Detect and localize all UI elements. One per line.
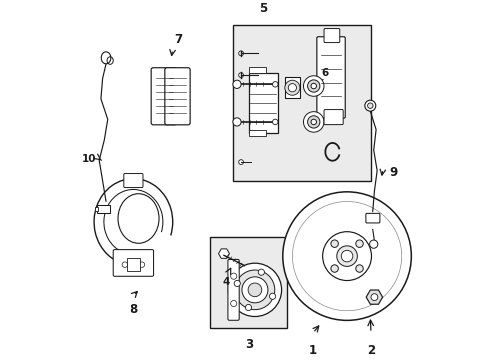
Circle shape [341, 250, 352, 262]
Circle shape [238, 160, 243, 165]
FancyBboxPatch shape [324, 109, 343, 125]
Circle shape [355, 240, 363, 247]
Circle shape [272, 119, 278, 125]
Bar [248, 67, 265, 73]
Circle shape [258, 269, 264, 275]
Circle shape [307, 116, 319, 128]
Circle shape [370, 294, 377, 301]
Circle shape [322, 232, 371, 280]
Circle shape [310, 83, 316, 89]
Circle shape [284, 80, 299, 95]
Circle shape [234, 280, 240, 287]
Circle shape [303, 76, 324, 96]
Circle shape [364, 100, 375, 111]
Circle shape [238, 73, 243, 77]
Circle shape [307, 80, 319, 92]
Circle shape [122, 262, 127, 267]
FancyBboxPatch shape [113, 249, 153, 276]
Text: 8: 8 [129, 303, 137, 316]
FancyBboxPatch shape [164, 68, 190, 125]
FancyBboxPatch shape [151, 68, 176, 125]
Circle shape [269, 293, 275, 300]
Circle shape [232, 118, 241, 126]
Circle shape [139, 262, 144, 267]
FancyBboxPatch shape [324, 28, 339, 42]
Text: 7: 7 [173, 32, 182, 45]
Bar [248, 130, 265, 136]
Circle shape [247, 283, 261, 297]
Text: 4: 4 [222, 277, 229, 287]
Circle shape [336, 246, 357, 266]
Text: 1: 1 [308, 344, 316, 357]
Circle shape [230, 273, 236, 279]
Circle shape [242, 277, 267, 303]
Bar [284, 77, 300, 98]
Circle shape [230, 301, 236, 307]
Circle shape [282, 192, 410, 320]
FancyBboxPatch shape [316, 37, 345, 118]
Circle shape [330, 240, 338, 247]
Text: 6: 6 [321, 68, 328, 78]
Circle shape [228, 263, 281, 316]
Circle shape [369, 240, 377, 248]
Text: 3: 3 [244, 338, 252, 351]
Text: 5: 5 [258, 2, 266, 15]
Circle shape [310, 119, 316, 125]
Circle shape [245, 305, 251, 311]
Circle shape [238, 51, 243, 56]
Text: 9: 9 [388, 166, 397, 179]
Circle shape [287, 84, 296, 92]
Circle shape [235, 270, 274, 310]
Bar [126, 258, 140, 271]
Text: 2: 2 [366, 344, 374, 357]
FancyBboxPatch shape [365, 213, 379, 223]
Bar [210, 237, 286, 328]
Bar [232, 25, 370, 181]
Bar [248, 73, 277, 133]
Bar [95, 207, 98, 211]
Bar [97, 205, 110, 213]
Text: 10: 10 [81, 154, 96, 164]
FancyBboxPatch shape [227, 260, 239, 320]
Circle shape [303, 112, 324, 132]
FancyBboxPatch shape [123, 174, 142, 188]
Circle shape [272, 82, 278, 87]
Circle shape [232, 80, 241, 89]
Circle shape [355, 265, 363, 272]
Circle shape [330, 265, 338, 272]
Circle shape [367, 103, 372, 108]
